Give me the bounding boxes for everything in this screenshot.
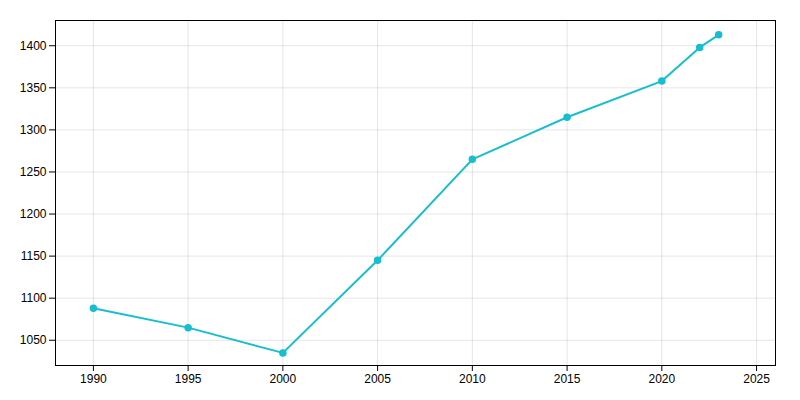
svg-text:2015: 2015 xyxy=(554,372,581,386)
svg-text:1300: 1300 xyxy=(20,123,47,137)
svg-text:1400: 1400 xyxy=(20,39,47,53)
svg-text:1050: 1050 xyxy=(20,333,47,347)
svg-text:2020: 2020 xyxy=(648,372,675,386)
svg-text:1350: 1350 xyxy=(20,81,47,95)
svg-text:2000: 2000 xyxy=(270,372,297,386)
svg-text:1995: 1995 xyxy=(175,372,202,386)
svg-text:1200: 1200 xyxy=(20,207,47,221)
svg-text:2005: 2005 xyxy=(364,372,391,386)
svg-text:2025: 2025 xyxy=(743,372,770,386)
svg-text:1150: 1150 xyxy=(21,249,47,263)
svg-text:2010: 2010 xyxy=(459,372,486,386)
svg-text:1990: 1990 xyxy=(80,372,107,386)
svg-text:1100: 1100 xyxy=(21,291,47,305)
svg-text:1250: 1250 xyxy=(20,165,47,179)
